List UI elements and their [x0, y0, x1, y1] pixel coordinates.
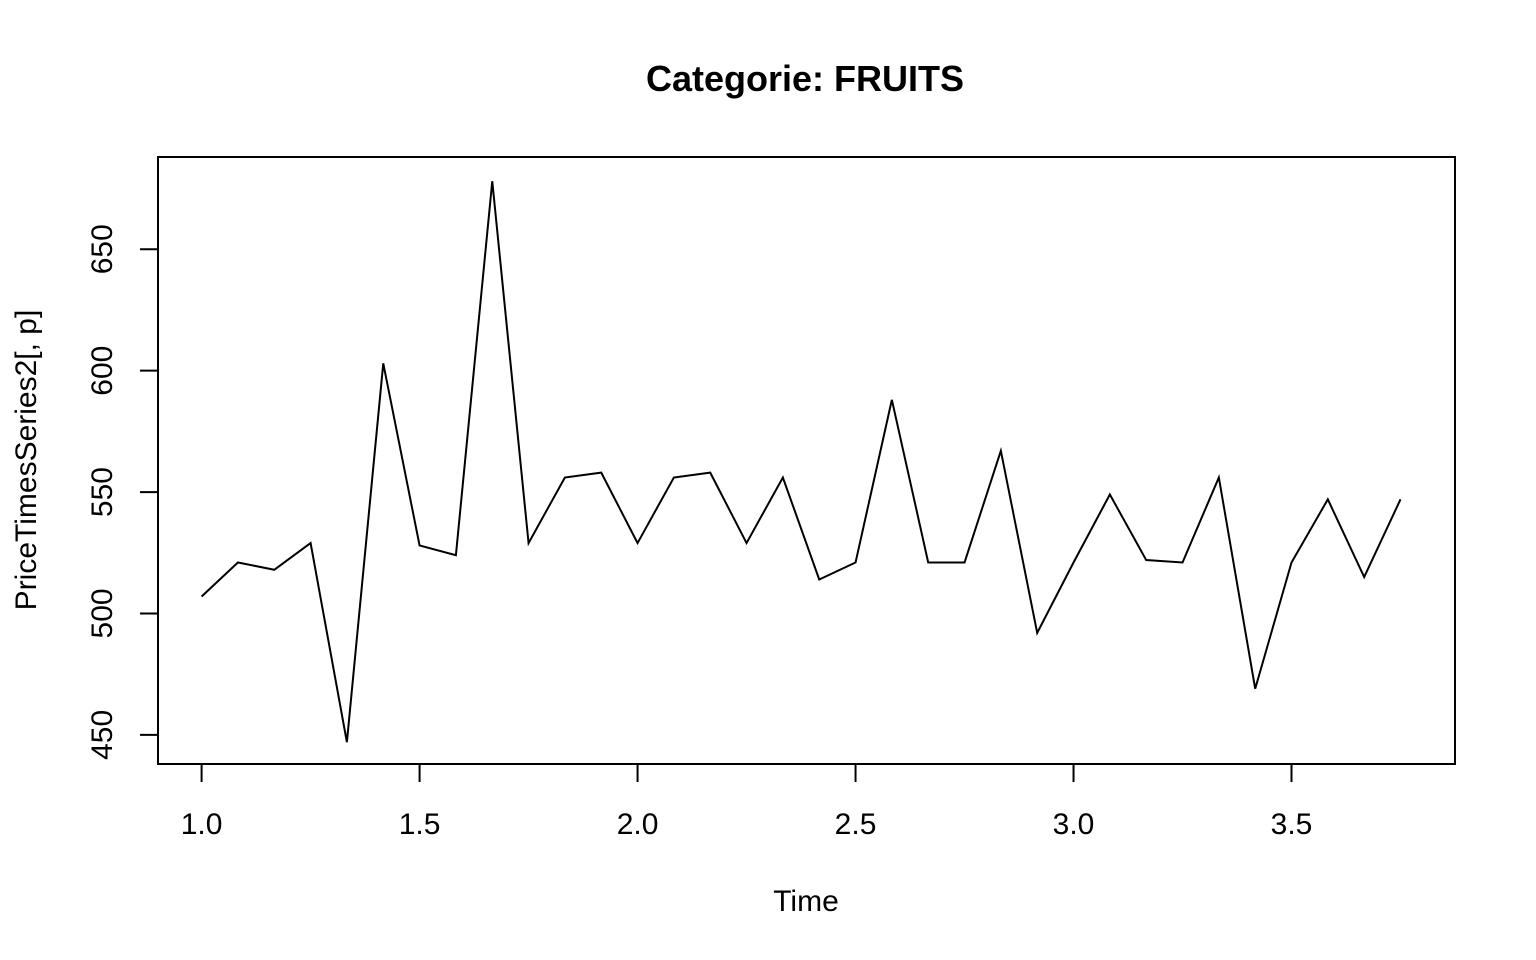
x-tick-label: 2.5: [835, 808, 877, 841]
x-tick-label: 3.5: [1271, 808, 1313, 841]
series-layer: [200, 181, 1402, 743]
y-tick-label: 550: [86, 467, 119, 517]
series-line: [200, 181, 1402, 743]
x-tick-label: 1.0: [181, 808, 223, 841]
x-axis-label: Time: [773, 885, 839, 918]
y-tick-label: 650: [86, 224, 119, 274]
x-tick-label: 2.0: [617, 808, 659, 841]
y-axis-label: PriceTimesSeries2[, p]: [10, 310, 43, 611]
x-axis: 1.0 1.5 2.0 2.5 3.0 3.5: [181, 763, 1313, 841]
y-axis: 450 500 550 600 650: [86, 224, 159, 760]
y-tick-label: 500: [86, 588, 119, 638]
y-tick-label: 600: [86, 346, 119, 396]
x-tick-label: 1.5: [399, 808, 441, 841]
x-tick-label: 3.0: [1053, 808, 1095, 841]
chart-title: Categorie: FRUITS: [646, 58, 964, 99]
y-tick-label: 450: [86, 710, 119, 760]
